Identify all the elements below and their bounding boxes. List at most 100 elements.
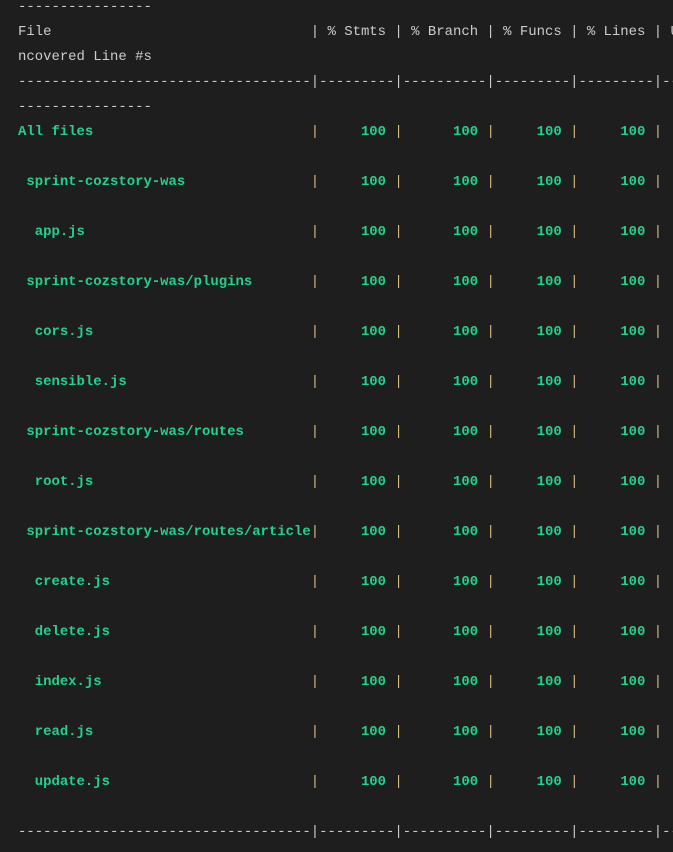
pipe: | [394,524,403,540]
pipe: | [653,274,663,290]
column-header-file: File [18,24,311,40]
pipe: | [486,24,495,40]
space [562,674,570,690]
coverage-value: 100 [319,274,387,290]
file-name: sprint-cozstory-was/routes/article [18,524,311,540]
pipe: | [486,724,495,740]
coverage-value: 100 [578,224,646,240]
table-row-wrap [18,695,673,720]
pipe: | [486,124,495,140]
table-row-wrap [18,545,673,570]
uncovered-lines [662,774,670,790]
coverage-value: 100 [319,324,387,340]
pipe: | [653,24,663,40]
table-row: sensible.js | 100 | 100 | 100 | 100 | [18,370,673,395]
pipe: | [310,124,320,140]
pipe: | [394,324,403,340]
space [645,124,653,140]
coverage-value: 100 [578,574,646,590]
coverage-value: 100 [319,374,387,390]
dashes: ---------- [402,74,487,90]
pipe: | [653,74,663,90]
coverage-value: 100 [494,574,562,590]
file-name: All files [18,124,311,140]
table-row-wrap [18,245,673,270]
pipe: | [653,474,663,490]
file-name: delete.js [18,624,311,640]
coverage-value: 100 [494,224,562,240]
table-row: sprint-cozstory-was/routes | 100 | 100 |… [18,420,673,445]
dashes: --------- [494,74,571,90]
separator-line: -----------------------------------|----… [18,70,673,95]
coverage-value: 100 [402,324,479,340]
file-name: sensible.js [18,374,311,390]
coverage-value: 100 [319,624,387,640]
pipe: | [570,24,579,40]
coverage-report: ---------------- File | % Stmts | % Branc… [18,0,673,845]
pipe: | [310,374,320,390]
pipe: | [570,224,579,240]
space [645,224,653,240]
pipe: | [570,124,579,140]
table-row: sprint-cozstory-was/routes/article| 100 … [18,520,673,545]
space [562,774,570,790]
pipe: | [570,574,579,590]
pipe: | [310,174,320,190]
space [645,324,653,340]
pipe: | [653,324,663,340]
coverage-value: 100 [578,724,646,740]
coverage-value: 100 [494,124,562,140]
pipe: | [310,624,320,640]
pipe: | [486,224,495,240]
table-row: index.js | 100 | 100 | 100 | 100 | [18,670,673,695]
pipe: | [653,174,663,190]
column-header: % Funcs [494,24,571,40]
space [562,474,570,490]
pipe: | [570,724,579,740]
pipe: | [570,624,579,640]
separator-line-wrap: ---------------- [18,95,673,120]
uncovered-lines [662,424,670,440]
dashes: ---------------- [18,99,152,115]
coverage-value: 100 [319,424,387,440]
pipe: | [486,324,495,340]
pipe: | [486,424,495,440]
pipe: | [653,774,663,790]
file-name: app.js [18,224,311,240]
dashes: --------- [578,824,654,840]
pipe: | [310,574,320,590]
coverage-value: 100 [494,724,562,740]
separator-line: -----------------------------------|----… [18,820,673,845]
coverage-value: 100 [319,674,387,690]
table-row: sprint-cozstory-was | 100 | 100 | 100 | … [18,170,673,195]
pipe: | [394,174,403,190]
pipe: | [570,674,579,690]
uncovered-lines [662,474,670,490]
table-row-wrap [18,445,673,470]
coverage-value: 100 [402,124,479,140]
space [562,124,570,140]
table-row: root.js | 100 | 100 | 100 | 100 | [18,470,673,495]
table-row-wrap [18,495,673,520]
table-row-wrap [18,145,673,170]
coverage-value: 100 [402,224,479,240]
table-row-wrap [18,345,673,370]
space [645,524,653,540]
table-row-wrap [18,795,673,820]
header-line: File | % Stmts | % Branch | % Funcs | % … [18,20,673,45]
space [562,274,570,290]
space [562,724,570,740]
space [645,274,653,290]
space [645,724,653,740]
pipe: | [310,324,320,340]
coverage-value: 100 [578,524,646,540]
pipe: | [310,274,320,290]
coverage-value: 100 [402,374,479,390]
table-row: delete.js | 100 | 100 | 100 | 100 | [18,620,673,645]
pipe: | [486,674,495,690]
space [645,474,653,490]
file-name: sprint-cozstory-was/routes [18,424,311,440]
dashes: --------- [578,74,654,90]
coverage-value: 100 [319,224,387,240]
pipe: | [394,474,403,490]
